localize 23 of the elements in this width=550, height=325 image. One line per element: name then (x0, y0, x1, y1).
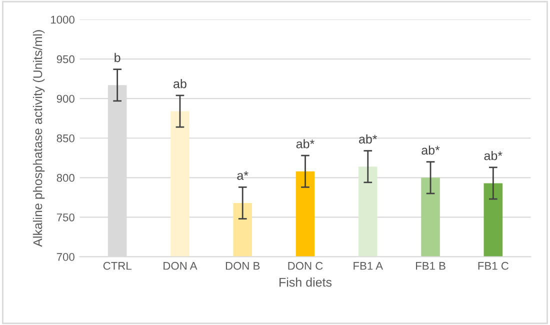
y-tick-label: 750 (56, 213, 74, 222)
y-axis-title: Alkaline phosphatase activity (Units/ml) (32, 30, 45, 247)
x-tick-label: DON A (164, 262, 198, 270)
x-tick-label: FB1 B (416, 262, 446, 270)
annotation: ab (174, 79, 186, 88)
annotation: ab* (422, 145, 440, 155)
y-tick-label: 700 (56, 253, 74, 261)
annotation: ab* (296, 139, 314, 148)
annotation: ab* (359, 134, 378, 144)
y-tick-label: 900 (56, 94, 74, 103)
x-tick-label: FB1 C (478, 262, 508, 270)
y-tick-label: 950 (56, 55, 74, 64)
y-tick-label: 850 (56, 134, 74, 142)
annotation: ab* (484, 150, 502, 160)
x-tick-label: DON B (226, 262, 260, 270)
x-tick-label: CTRL (103, 262, 132, 270)
annotation: b (114, 52, 120, 62)
x-tick-label: FB1 A (354, 262, 383, 270)
x-axis-title: Fish diets (280, 278, 332, 287)
y-tick-label: 1000 (51, 16, 74, 24)
y-tick-label: 800 (56, 174, 74, 182)
x-tick-label: DON C (288, 262, 323, 270)
annotation: a* (237, 171, 248, 180)
